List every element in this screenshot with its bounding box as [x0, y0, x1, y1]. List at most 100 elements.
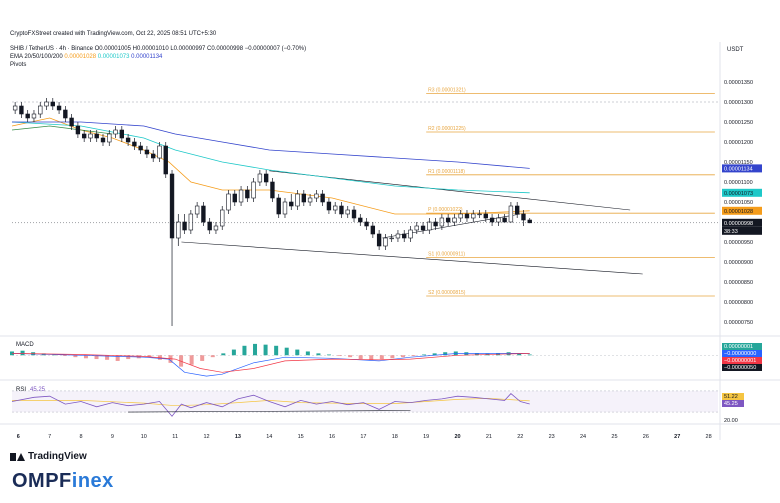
y-tick-label: 0.00001350 — [724, 80, 753, 86]
tradingview-logo-icon — [10, 452, 25, 461]
macd-histogram-bar — [147, 355, 152, 358]
candle-body — [282, 201, 288, 215]
candle-body — [452, 217, 457, 223]
candle-body — [88, 133, 93, 139]
price-marker-label: 0.00001028 — [724, 209, 753, 215]
macd-histogram-bar — [527, 354, 532, 356]
candle-body — [94, 133, 99, 139]
candle-body — [502, 217, 507, 223]
site-logo-accent: inex — [71, 470, 114, 492]
macd-histogram-bar — [517, 353, 522, 356]
candle-body — [226, 193, 231, 211]
macd-histogram-bar — [253, 343, 258, 356]
macd-histogram-bar — [242, 345, 247, 356]
x-tick-label: 28 — [706, 434, 712, 440]
ema-line — [11, 125, 113, 135]
macd-histogram-bar — [94, 355, 99, 360]
candle-body — [176, 221, 181, 239]
x-tick-label: 26 — [643, 434, 649, 440]
candle-body — [514, 205, 520, 215]
candle-body — [333, 205, 338, 211]
candle-body — [100, 137, 106, 143]
macd-histogram-bar — [126, 355, 131, 360]
candle-body — [489, 217, 495, 223]
y-tick-label: 0.00001150 — [724, 160, 753, 166]
macd-axis-label: −0.00000001 — [724, 358, 756, 364]
price-marker-bg — [722, 164, 762, 173]
signal-line — [11, 353, 530, 373]
pivot-label: S2 (0.00000815) — [428, 290, 466, 296]
x-tick-label: 24 — [580, 434, 586, 440]
macd-histogram-bar — [83, 355, 88, 359]
pivot-label: R3 (0.00001321) — [428, 88, 466, 94]
macd-histogram-bar — [20, 350, 25, 356]
macd-histogram-bar — [379, 355, 384, 360]
candle-body — [50, 101, 55, 107]
price-marker-bg — [722, 218, 762, 227]
countdown-bg — [722, 226, 762, 235]
candle-body — [251, 181, 256, 199]
candle-body — [207, 221, 212, 231]
candle-body — [238, 189, 244, 203]
candle-body — [521, 213, 526, 221]
y-tick-label: 0.00001250 — [724, 120, 753, 126]
price-marker-label: 0.00001073 — [724, 191, 753, 197]
macd-line — [11, 353, 530, 377]
candle-body — [307, 197, 313, 203]
candle-body — [389, 237, 394, 240]
y-tick-label: 0.00000900 — [724, 260, 753, 266]
ema20-value: 0.00001028 — [64, 54, 97, 60]
candle-body — [119, 129, 125, 139]
candle-body — [414, 225, 419, 231]
candle-body — [169, 173, 175, 239]
candle-body — [138, 145, 143, 151]
macd-histogram-bar — [210, 355, 215, 358]
ema50-value: 0.00001073 — [97, 54, 130, 60]
candle-body — [351, 209, 357, 219]
currency-label: USDT — [727, 47, 744, 53]
candle-body — [289, 201, 294, 207]
x-tick-label: 13 — [235, 434, 241, 440]
rsi-band — [12, 390, 718, 413]
candle-body — [314, 193, 319, 199]
countdown-label: 38:33 — [724, 229, 738, 235]
candle-body — [326, 201, 332, 211]
candle-body — [38, 105, 43, 115]
macd-histogram-bar — [474, 353, 479, 356]
candle-body — [358, 217, 363, 223]
candle-body — [402, 233, 407, 239]
candle-body — [320, 193, 325, 203]
candle-body — [213, 225, 219, 231]
price-marker-bg — [722, 206, 762, 215]
candle-body — [44, 101, 49, 107]
macd-histogram-bar — [337, 355, 342, 357]
pivot-label: R2 (0.00001225) — [428, 126, 466, 132]
symbol-line[interactable]: SHIB / TetherUS · 4h · Binance — [10, 46, 93, 52]
candle-body — [188, 213, 194, 231]
macd-histogram-bar — [263, 344, 268, 356]
candle-body — [471, 213, 476, 219]
pivots-legend[interactable]: Pivots — [10, 62, 27, 68]
candle-body — [477, 213, 482, 216]
tradingview-brand[interactable]: TradingView — [10, 451, 87, 462]
macd-histogram-bar — [443, 352, 448, 356]
macd-histogram-bar — [105, 355, 110, 360]
candle-body — [295, 193, 300, 207]
rsi-title: RSI — [16, 387, 26, 393]
x-tick-label: 6 — [17, 434, 20, 440]
candle-body — [220, 209, 225, 227]
candle-body — [257, 173, 263, 183]
candle-body — [19, 105, 24, 115]
candle-body — [151, 153, 156, 159]
macd-histogram-bar — [369, 355, 374, 360]
macd-axis-marker — [722, 364, 762, 371]
x-tick-label: 19 — [423, 434, 429, 440]
candle-body — [445, 217, 451, 223]
candle-body — [194, 205, 200, 215]
ema-line — [11, 121, 530, 194]
y-tick-label: 0.00001300 — [724, 100, 753, 106]
ema-legend[interactable]: EMA 20/50/100/200 0.00001028 0.00001073 … — [10, 54, 162, 60]
candle-body — [63, 109, 68, 119]
candle-body — [125, 137, 131, 143]
